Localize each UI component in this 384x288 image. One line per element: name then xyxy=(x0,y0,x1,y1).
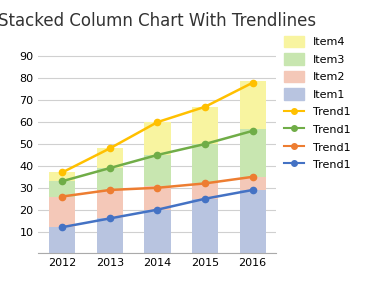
Bar xyxy=(97,218,123,253)
Bar xyxy=(240,190,266,253)
Bar xyxy=(240,129,266,177)
Bar xyxy=(144,155,170,185)
Bar xyxy=(192,183,218,199)
Bar xyxy=(49,196,75,227)
Bar xyxy=(144,185,170,210)
Bar xyxy=(49,227,75,253)
Bar xyxy=(49,181,75,196)
Bar xyxy=(192,199,218,253)
Bar xyxy=(240,81,266,129)
Bar xyxy=(240,177,266,190)
Bar xyxy=(97,168,123,190)
Bar xyxy=(97,148,123,168)
Bar xyxy=(144,122,170,155)
Legend: Item4, Item3, Item2, Item1, Trend1, Trend1, Trend1, Trend1: Item4, Item3, Item2, Item1, Trend1, Tren… xyxy=(285,36,351,170)
Bar xyxy=(97,190,123,218)
Bar xyxy=(49,173,75,181)
Bar xyxy=(144,210,170,253)
Title: Stacked Column Chart With Trendlines: Stacked Column Chart With Trendlines xyxy=(0,12,316,30)
Bar xyxy=(192,107,218,144)
Bar xyxy=(192,144,218,183)
